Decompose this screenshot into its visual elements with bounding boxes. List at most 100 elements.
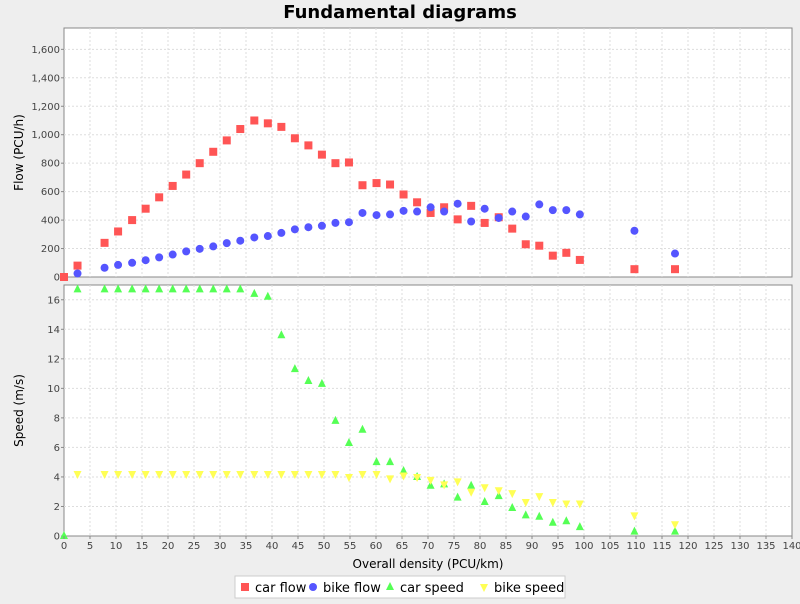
- data-point: [195, 244, 204, 253]
- data-point: [372, 211, 381, 220]
- data-point: [630, 226, 639, 235]
- data-point: [304, 470, 313, 479]
- data-point: [182, 247, 191, 256]
- x-tick-label: 30: [214, 541, 227, 552]
- legend-label: car speed: [400, 581, 464, 596]
- data-point: [277, 122, 286, 131]
- data-point: [168, 181, 177, 190]
- x-tick-label: 135: [756, 541, 775, 552]
- x-tick-label: 75: [448, 541, 461, 552]
- legend-marker: [480, 584, 488, 592]
- x-tick-label: 55: [344, 541, 357, 552]
- data-point: [630, 526, 639, 535]
- data-point: [182, 284, 191, 293]
- data-point: [304, 375, 313, 384]
- data-point: [114, 227, 123, 236]
- data-point: [344, 437, 353, 446]
- legend: car flow bike flow car speed bike speed: [234, 575, 566, 599]
- data-point: [535, 511, 544, 520]
- x-tick-label: 5: [87, 541, 93, 552]
- data-point: [331, 218, 340, 227]
- data-point: [141, 470, 150, 479]
- panel-2: 0 2 4 6 8 10 12 14 16 Speed (m/s): [12, 284, 793, 543]
- data-point: [480, 204, 489, 213]
- data-point: [453, 492, 462, 501]
- x-tick-label: 60: [370, 541, 383, 552]
- data-point: [630, 512, 639, 521]
- legend-marker: [386, 582, 394, 590]
- data-point: [73, 261, 82, 270]
- x-tick-label: 125: [704, 541, 723, 552]
- data-point: [480, 497, 489, 506]
- data-point: [114, 284, 123, 293]
- x-tick-label: 115: [652, 541, 671, 552]
- data-point: [209, 470, 218, 479]
- data-point: [290, 470, 299, 479]
- data-point: [317, 470, 326, 479]
- data-point: [467, 480, 476, 489]
- x-tick-label: 65: [396, 541, 409, 552]
- data-point: [209, 242, 218, 251]
- data-point: [440, 203, 449, 212]
- data-point: [236, 470, 245, 479]
- data-point: [304, 223, 313, 232]
- x-tick-label: 0: [61, 541, 67, 552]
- data-point: [480, 218, 489, 227]
- data-point: [575, 500, 584, 509]
- y-tick-label: 1,400: [31, 73, 60, 84]
- data-point: [386, 475, 395, 484]
- y-tick-label: 0: [54, 273, 60, 284]
- data-point: [277, 330, 286, 339]
- data-point: [236, 284, 245, 293]
- data-point: [575, 255, 584, 264]
- chart-panels: 0 200 400 600 800 1,000 1,200 1,400 1,600 Flow (P…: [12, 27, 793, 543]
- data-point: [263, 291, 272, 300]
- data-point: [521, 212, 530, 221]
- data-point: [331, 159, 340, 168]
- data-point: [263, 232, 272, 241]
- data-point: [453, 199, 462, 208]
- x-tick-label: 10: [110, 541, 123, 552]
- legend-marker: [309, 583, 317, 591]
- legend-item-car-flow: car flow: [241, 581, 307, 596]
- data-point: [263, 470, 272, 479]
- data-point: [250, 233, 259, 242]
- y-tick-label: 4: [54, 472, 60, 483]
- y-tick-label: 1,000: [31, 130, 60, 141]
- series-bike-flow: [73, 199, 679, 278]
- data-point: [548, 499, 557, 508]
- data-point: [413, 207, 422, 216]
- data-point: [236, 236, 245, 245]
- data-point: [277, 228, 286, 237]
- data-point: [372, 179, 381, 188]
- data-point: [182, 170, 191, 179]
- data-point: [209, 284, 218, 293]
- data-point: [182, 470, 191, 479]
- data-point: [358, 181, 367, 190]
- x-axis-label: Overall density (PCU/km): [353, 557, 504, 571]
- data-point: [331, 470, 340, 479]
- data-point: [562, 248, 571, 257]
- data-point: [575, 210, 584, 219]
- data-point: [344, 158, 353, 167]
- data-point: [399, 206, 408, 215]
- y-axis-label: Speed (m/s): [12, 374, 26, 447]
- legend-item-bike-flow: bike flow: [309, 581, 381, 596]
- data-point: [535, 241, 544, 250]
- data-point: [508, 224, 517, 233]
- x-tick-label: 130: [730, 541, 749, 552]
- data-point: [467, 217, 476, 226]
- legend-label: bike speed: [494, 581, 564, 596]
- data-point: [358, 208, 367, 217]
- data-point: [114, 260, 123, 269]
- data-point: [168, 284, 177, 293]
- x-tick-label: 25: [188, 541, 201, 552]
- y-tick-label: 6: [54, 443, 60, 454]
- data-point: [100, 470, 109, 479]
- y-tick-label: 600: [41, 187, 60, 198]
- data-point: [195, 284, 204, 293]
- data-point: [575, 522, 584, 531]
- legend-marker: [241, 583, 249, 591]
- x-tick-label: 95: [552, 541, 565, 552]
